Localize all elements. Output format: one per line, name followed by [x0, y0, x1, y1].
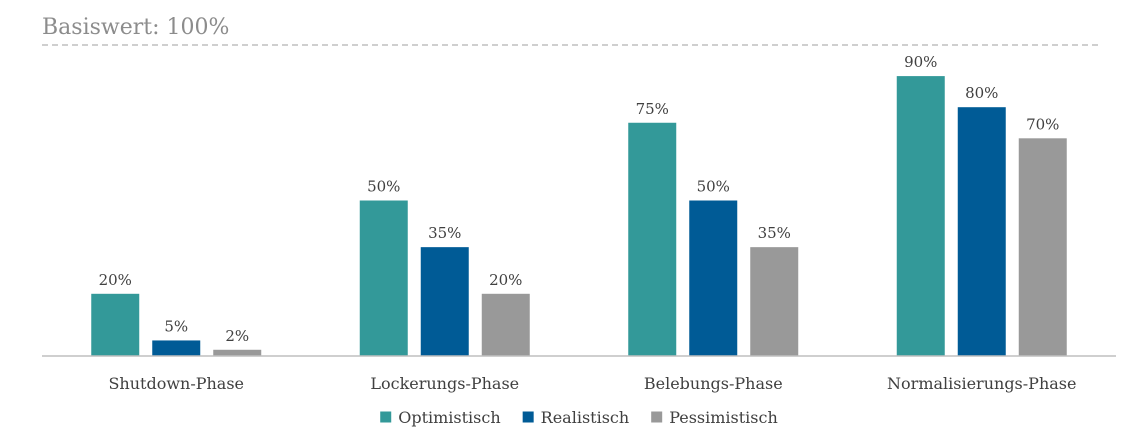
bars-group	[91, 76, 1067, 356]
category-label-3: Belebungs-Phase	[644, 374, 783, 393]
bar-realistisch-3	[689, 200, 738, 356]
legend-swatch-pessimistisch	[651, 411, 663, 423]
bar-optimistisch-3	[628, 122, 677, 356]
value-label-realistisch-4: 80%	[965, 84, 998, 102]
category-label-4: Normalisierungs-Phase	[887, 374, 1076, 393]
value-label-realistisch-1: 5%	[164, 317, 188, 335]
value-label-pessimistisch-3: 35%	[758, 224, 791, 242]
value-label-optimistisch-1: 20%	[99, 271, 132, 289]
bar-realistisch-1	[152, 340, 201, 356]
value-label-pessimistisch-4: 70%	[1026, 115, 1059, 133]
bar-realistisch-2	[420, 247, 469, 356]
value-label-realistisch-3: 50%	[697, 178, 730, 196]
bar-pessimistisch-4	[1018, 138, 1067, 356]
category-label-1: Shutdown-Phase	[108, 374, 244, 393]
bar-optimistisch-1	[91, 293, 140, 356]
value-label-pessimistisch-1: 2%	[225, 327, 249, 345]
value-labels-group: 20% 5% 2% 50% 35% 20% 75% 50% 35% 90% 80% 70%	[99, 53, 1060, 345]
bar-pessimistisch-1	[213, 349, 262, 356]
legend-swatch-optimistisch	[380, 411, 392, 423]
legend-label-pessimistisch: Pessimistisch	[669, 408, 778, 427]
bar-optimistisch-2	[359, 200, 408, 356]
legend-swatch-realistisch	[522, 411, 534, 423]
legend-label-optimistisch: Optimistisch	[398, 408, 500, 427]
bar-pessimistisch-2	[481, 293, 530, 356]
legend: Optimistisch Realistisch Pessimistisch	[380, 408, 778, 427]
category-labels-group: Shutdown-Phase Lockerungs-Phase Belebungs-…	[108, 374, 1076, 393]
category-label-2: Lockerungs-Phase	[370, 374, 519, 393]
bar-realistisch-4	[957, 107, 1006, 356]
legend-label-realistisch: Realistisch	[541, 408, 630, 427]
value-label-optimistisch-2: 50%	[367, 178, 400, 196]
value-label-optimistisch-4: 90%	[904, 53, 937, 71]
value-label-optimistisch-3: 75%	[636, 100, 669, 118]
value-label-pessimistisch-2: 20%	[489, 271, 522, 289]
value-label-realistisch-2: 35%	[428, 224, 461, 242]
baseline-label: Basiswert: 100%	[42, 15, 229, 40]
bar-optimistisch-4	[896, 76, 945, 356]
bar-pessimistisch-3	[750, 247, 799, 356]
